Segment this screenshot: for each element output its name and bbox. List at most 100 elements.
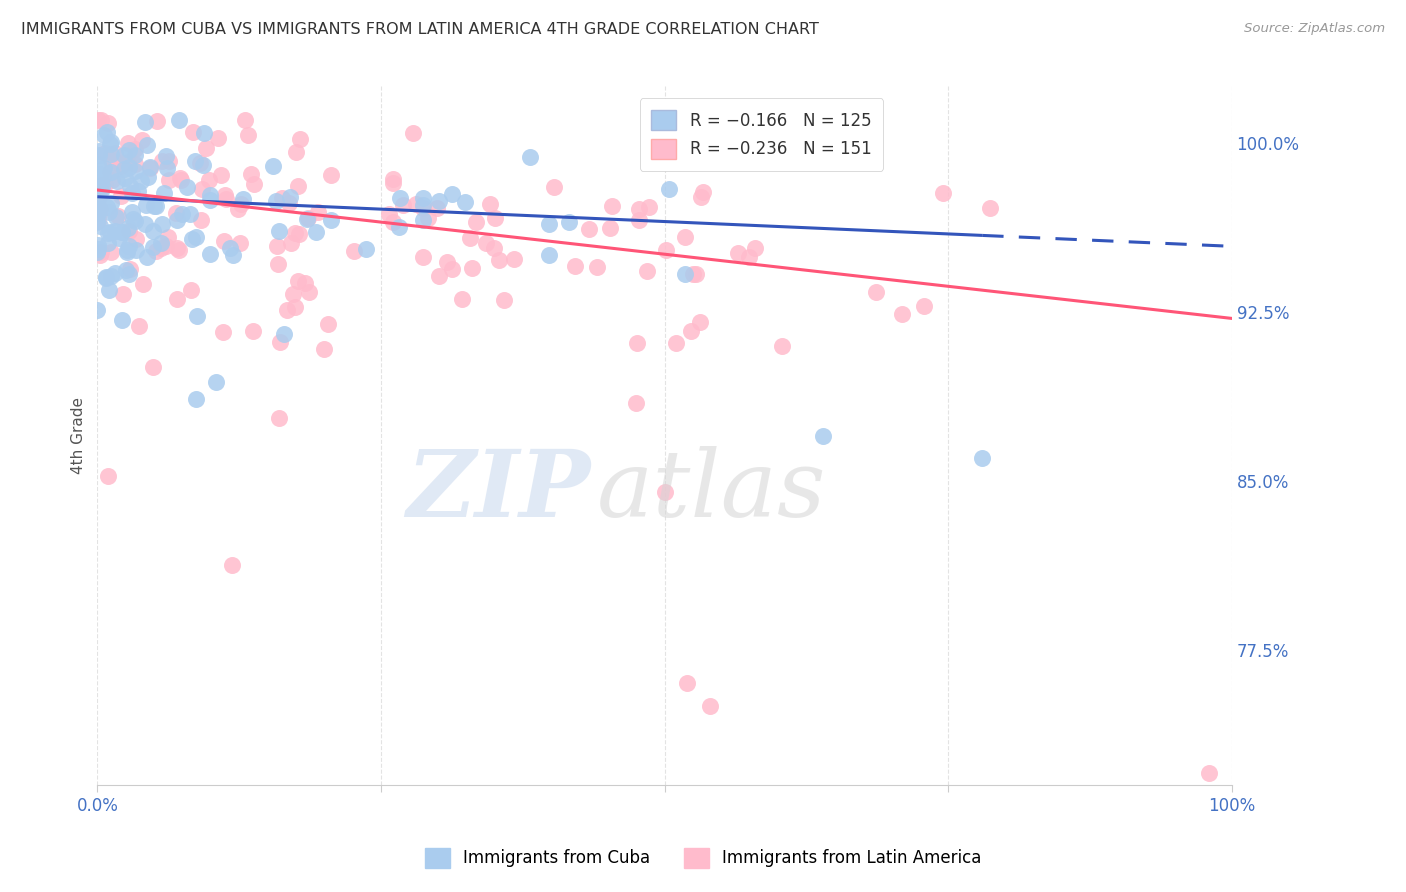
Point bbox=[198, 187, 221, 202]
Point bbox=[100, 165, 122, 179]
Point bbox=[86, 168, 108, 182]
Point bbox=[104, 224, 127, 238]
Point bbox=[87, 206, 110, 220]
Point bbox=[305, 226, 328, 240]
Point bbox=[93, 161, 115, 175]
Point bbox=[97, 469, 120, 483]
Point bbox=[107, 209, 129, 223]
Point bbox=[96, 200, 118, 214]
Point bbox=[122, 211, 145, 226]
Point bbox=[281, 286, 304, 301]
Point bbox=[637, 200, 659, 214]
Point bbox=[689, 315, 711, 329]
Point bbox=[287, 179, 309, 194]
Point bbox=[86, 181, 108, 195]
Point bbox=[228, 202, 250, 217]
Point bbox=[482, 241, 505, 255]
Point bbox=[912, 299, 935, 313]
Point bbox=[87, 213, 110, 227]
Point bbox=[412, 250, 434, 264]
Point bbox=[184, 230, 207, 244]
Point bbox=[665, 335, 688, 350]
Point bbox=[770, 339, 793, 353]
Point bbox=[135, 197, 157, 211]
Point bbox=[381, 215, 404, 229]
Point bbox=[692, 185, 714, 199]
Point bbox=[110, 189, 132, 203]
Point bbox=[117, 136, 139, 151]
Point bbox=[152, 186, 174, 200]
Point bbox=[461, 260, 484, 275]
Point bbox=[87, 167, 110, 181]
Point bbox=[389, 191, 412, 205]
Point bbox=[118, 179, 141, 194]
Point bbox=[118, 160, 141, 174]
Point bbox=[600, 199, 623, 213]
Point bbox=[150, 217, 173, 231]
Point bbox=[388, 220, 411, 235]
Point bbox=[626, 336, 648, 351]
Point bbox=[100, 147, 122, 161]
Point bbox=[125, 232, 148, 246]
Point bbox=[98, 136, 121, 151]
Point bbox=[932, 186, 955, 200]
Point bbox=[90, 179, 112, 194]
Point bbox=[205, 375, 228, 389]
Point bbox=[90, 176, 112, 190]
Point bbox=[685, 267, 707, 281]
Legend: R = −0.166   N = 125, R = −0.236   N = 151: R = −0.166 N = 125, R = −0.236 N = 151 bbox=[640, 98, 883, 170]
Point bbox=[682, 267, 704, 281]
Point bbox=[121, 186, 143, 201]
Point bbox=[111, 225, 134, 239]
Point bbox=[89, 219, 111, 234]
Point bbox=[97, 283, 120, 297]
Point bbox=[284, 227, 307, 241]
Point bbox=[96, 125, 118, 139]
Point bbox=[200, 193, 222, 207]
Point bbox=[412, 202, 434, 216]
Point bbox=[658, 182, 681, 196]
Point bbox=[89, 248, 111, 262]
Point bbox=[628, 213, 651, 227]
Point bbox=[112, 161, 135, 176]
Point bbox=[676, 676, 699, 690]
Point bbox=[239, 167, 262, 181]
Point bbox=[478, 196, 501, 211]
Point bbox=[231, 197, 253, 211]
Point bbox=[195, 141, 218, 155]
Point bbox=[135, 138, 157, 153]
Point bbox=[121, 205, 143, 219]
Point bbox=[87, 144, 110, 158]
Point bbox=[278, 190, 301, 204]
Point bbox=[97, 226, 120, 240]
Point bbox=[142, 360, 165, 375]
Point bbox=[744, 241, 766, 255]
Point bbox=[654, 484, 676, 499]
Point bbox=[87, 189, 110, 203]
Point bbox=[169, 170, 191, 185]
Point bbox=[267, 411, 290, 425]
Point bbox=[343, 244, 366, 259]
Point bbox=[157, 154, 180, 169]
Point bbox=[699, 698, 721, 713]
Point bbox=[319, 213, 342, 227]
Y-axis label: 4th Grade: 4th Grade bbox=[72, 397, 86, 474]
Point bbox=[124, 163, 146, 178]
Point bbox=[93, 169, 115, 183]
Point bbox=[124, 148, 146, 162]
Text: Source: ZipAtlas.com: Source: ZipAtlas.com bbox=[1244, 22, 1385, 36]
Point bbox=[558, 215, 581, 229]
Point bbox=[402, 126, 425, 140]
Point bbox=[89, 170, 111, 185]
Point bbox=[170, 173, 193, 187]
Point bbox=[179, 207, 201, 221]
Point bbox=[114, 170, 136, 185]
Point bbox=[381, 171, 404, 186]
Point bbox=[100, 269, 122, 284]
Point bbox=[186, 392, 208, 407]
Point bbox=[117, 221, 139, 235]
Text: ZIP: ZIP bbox=[406, 446, 591, 536]
Point bbox=[295, 211, 318, 226]
Point bbox=[155, 239, 177, 253]
Point bbox=[451, 292, 474, 306]
